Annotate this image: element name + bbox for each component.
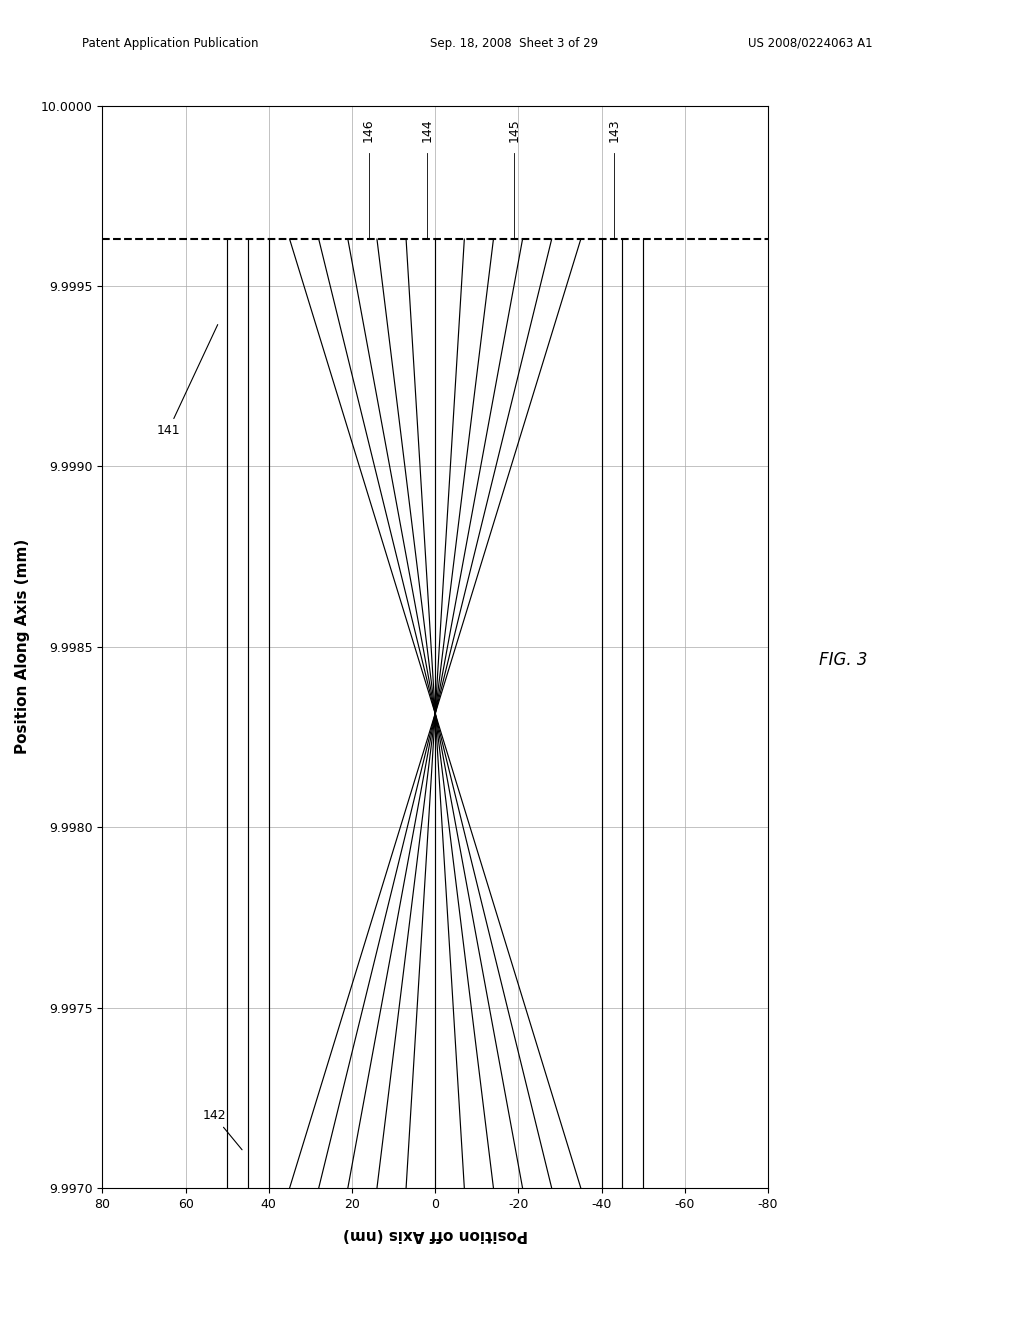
Text: 141: 141 bbox=[157, 325, 218, 437]
Text: US 2008/0224063 A1: US 2008/0224063 A1 bbox=[748, 37, 872, 50]
Text: 144: 144 bbox=[421, 117, 433, 141]
Text: Patent Application Publication: Patent Application Publication bbox=[82, 37, 258, 50]
Text: 146: 146 bbox=[362, 117, 375, 141]
Text: 142: 142 bbox=[203, 1109, 242, 1150]
Y-axis label: Position Along Axis (mm): Position Along Axis (mm) bbox=[14, 539, 30, 755]
Text: 145: 145 bbox=[508, 117, 521, 141]
Text: 143: 143 bbox=[607, 117, 621, 141]
X-axis label: Position off Axis (nm): Position off Axis (nm) bbox=[343, 1228, 527, 1242]
Text: Sep. 18, 2008  Sheet 3 of 29: Sep. 18, 2008 Sheet 3 of 29 bbox=[430, 37, 598, 50]
Text: FIG. 3: FIG. 3 bbox=[819, 651, 867, 669]
